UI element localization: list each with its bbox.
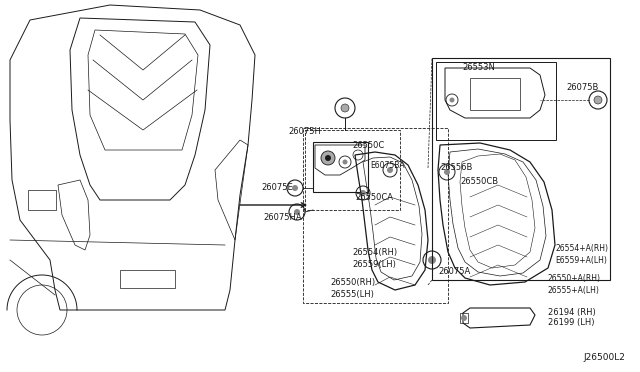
Circle shape	[341, 104, 349, 112]
Circle shape	[325, 155, 331, 161]
Text: 26075A: 26075A	[438, 267, 470, 276]
Text: E6559+A(LH): E6559+A(LH)	[555, 256, 607, 264]
Text: 26555(LH): 26555(LH)	[330, 289, 374, 298]
Text: 26199 (LH): 26199 (LH)	[548, 318, 595, 327]
Bar	[28, 190, 56, 210]
Text: 26550(RH): 26550(RH)	[330, 279, 375, 288]
Bar	[120, 270, 175, 288]
Bar	[303, 128, 448, 303]
Circle shape	[461, 315, 467, 321]
Circle shape	[294, 209, 300, 215]
Circle shape	[387, 167, 393, 173]
Text: 26075B: 26075B	[566, 83, 598, 93]
Bar	[305, 130, 400, 210]
Bar	[436, 62, 556, 140]
Text: 26556B: 26556B	[440, 164, 472, 173]
Text: 26550C: 26550C	[352, 141, 384, 150]
Circle shape	[444, 169, 450, 175]
Circle shape	[292, 185, 298, 191]
Text: 26555+A(LH): 26555+A(LH)	[548, 285, 600, 295]
Text: J26500L2: J26500L2	[583, 353, 625, 362]
Circle shape	[342, 160, 348, 164]
Text: 26550CB: 26550CB	[460, 177, 498, 186]
Text: 26075H: 26075H	[288, 128, 321, 137]
Text: E6075BA: E6075BA	[370, 160, 404, 170]
Circle shape	[321, 151, 335, 165]
Text: 26554+A(RH): 26554+A(RH)	[555, 244, 608, 253]
Bar	[470, 78, 520, 110]
Circle shape	[594, 96, 602, 104]
Circle shape	[449, 97, 454, 103]
Text: 26075E: 26075E	[261, 183, 292, 192]
Text: 26550+A(RH): 26550+A(RH)	[548, 273, 601, 282]
Text: 26559(LH): 26559(LH)	[352, 260, 396, 269]
Text: 26554(RH): 26554(RH)	[352, 247, 397, 257]
Text: 26553N: 26553N	[462, 64, 495, 73]
Text: 26550CA: 26550CA	[355, 193, 393, 202]
Text: 26075HA: 26075HA	[263, 214, 301, 222]
Bar	[432, 58, 610, 280]
Text: 26194 (RH): 26194 (RH)	[548, 308, 596, 317]
Bar	[460, 313, 468, 323]
Bar	[313, 142, 368, 192]
Circle shape	[360, 190, 366, 196]
Circle shape	[428, 256, 436, 264]
